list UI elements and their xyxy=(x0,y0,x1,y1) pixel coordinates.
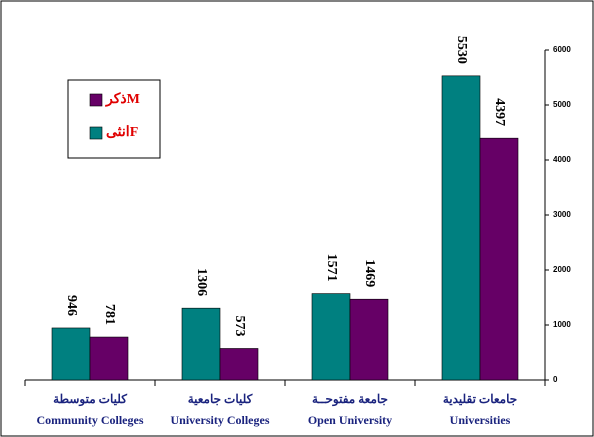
legend-swatch xyxy=(89,93,103,107)
x-tick-label: Universities xyxy=(450,413,511,427)
x-tick-label: جامعة مفتوحــة xyxy=(312,392,388,407)
bar xyxy=(89,336,129,381)
data-label: 4397 xyxy=(492,98,507,126)
bar xyxy=(51,327,91,381)
data-label: 1469 xyxy=(362,259,377,287)
legend-swatch xyxy=(89,126,103,140)
legend-label: ذكرM xyxy=(105,91,140,107)
x-tick-label: University Colleges xyxy=(171,413,270,427)
legend-box xyxy=(67,79,161,159)
y-tick-label: 3000 xyxy=(553,210,571,219)
y-tick-label: 4000 xyxy=(553,155,571,164)
x-tick-label: جامعات تقليدية xyxy=(443,392,517,406)
data-label: 946 xyxy=(64,295,79,316)
data-label: 781 xyxy=(102,304,117,325)
data-label: 1571 xyxy=(324,254,339,282)
data-label: 5530 xyxy=(454,36,469,64)
x-tick-label: Open University xyxy=(308,413,392,427)
y-tick-label: 6000 xyxy=(553,45,571,54)
y-tick-label: 0 xyxy=(553,375,558,384)
bar xyxy=(349,298,389,381)
data-label: 1306 xyxy=(194,268,209,296)
bar xyxy=(441,75,481,381)
y-tick-label: 5000 xyxy=(553,100,571,109)
legend-label: انثىF xyxy=(106,125,138,140)
data-label: 573 xyxy=(232,315,247,336)
x-tick-label: كليات متوسطة xyxy=(53,392,127,407)
bar xyxy=(479,137,519,381)
y-tick-label: 2000 xyxy=(553,265,571,274)
x-tick-label: كليات جامعية xyxy=(188,392,253,406)
bar xyxy=(219,348,259,381)
bar xyxy=(181,307,221,381)
x-tick-label: Community Colleges xyxy=(37,413,144,427)
y-tick-label: 1000 xyxy=(553,320,571,329)
bar xyxy=(311,293,351,381)
